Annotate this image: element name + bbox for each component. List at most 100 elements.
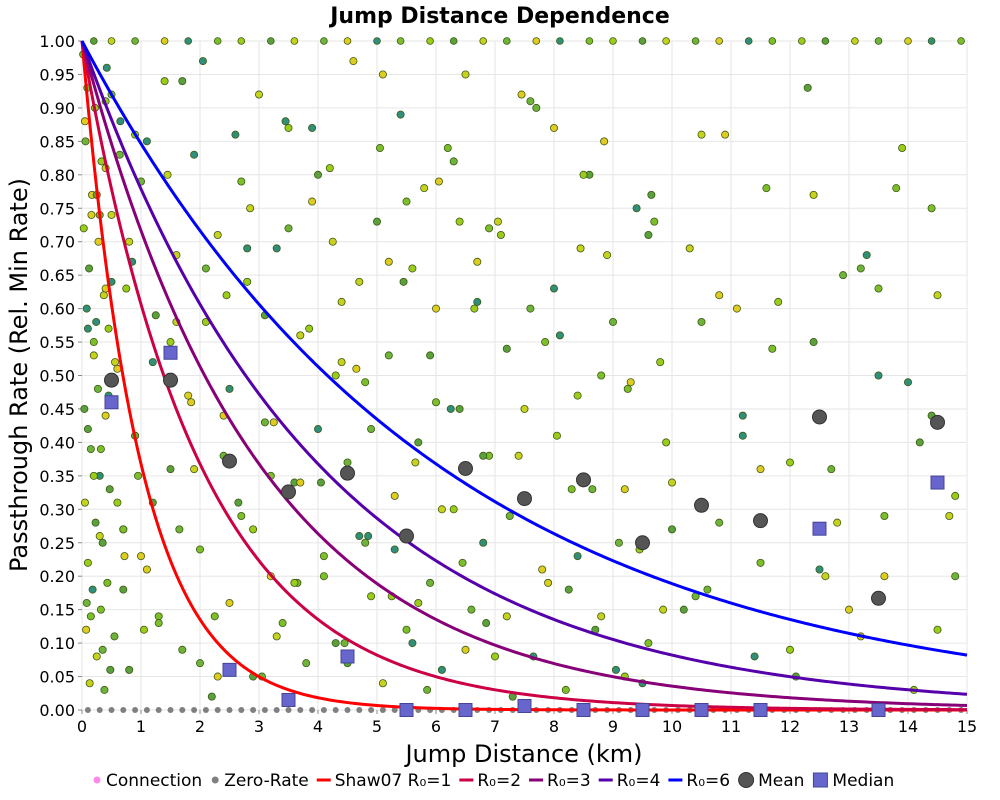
connection-point xyxy=(87,210,96,219)
mean-point xyxy=(753,513,768,529)
median-point xyxy=(812,521,827,536)
connection-point xyxy=(756,465,765,474)
zero-rate-point xyxy=(132,707,139,713)
connection-point xyxy=(284,123,293,132)
connection-point xyxy=(623,384,632,393)
connection-point xyxy=(505,511,514,520)
connection-point xyxy=(402,197,411,206)
connection-point xyxy=(431,304,440,313)
connection-point xyxy=(325,164,334,173)
connection-point xyxy=(541,338,550,347)
connection-point xyxy=(904,378,913,387)
connection-point xyxy=(585,37,594,45)
connection-point xyxy=(313,170,322,179)
connection-point xyxy=(520,404,529,413)
connection-point xyxy=(110,632,119,641)
connection-point xyxy=(550,284,559,293)
connection-point xyxy=(609,317,618,326)
connection-point xyxy=(378,679,387,688)
x-tick-label: 7 xyxy=(490,717,500,736)
connection-point xyxy=(355,532,364,541)
connection-point xyxy=(195,545,204,554)
connection-point xyxy=(89,471,98,480)
zero-rate-point xyxy=(391,707,398,713)
legend-marker-median xyxy=(812,772,828,788)
connection-point xyxy=(361,378,370,387)
connection-point xyxy=(319,572,328,581)
curve-r-2 xyxy=(80,40,968,712)
y-axis: 0.00 0.05 0.10 0.15 0.20 0.25 0.30 0.35 0.40 0.45… xyxy=(39,32,82,720)
connection-point xyxy=(154,619,163,628)
zero-rate-point xyxy=(214,707,221,713)
median-point xyxy=(635,703,650,717)
connection-point xyxy=(95,532,104,541)
connection-point xyxy=(198,57,207,66)
curve-r-4 xyxy=(80,40,968,696)
connection-point xyxy=(809,338,818,347)
connection-point xyxy=(85,679,94,688)
median-point xyxy=(163,345,178,360)
connection-point xyxy=(373,37,381,45)
y-tick-label: 0.70 xyxy=(39,233,75,252)
mean-point xyxy=(694,497,709,513)
connection-point xyxy=(927,204,936,213)
connection-point xyxy=(316,478,325,487)
mean-point xyxy=(576,472,591,488)
y-tick-label: 0.20 xyxy=(39,567,75,586)
connection-point xyxy=(364,532,373,541)
connection-point xyxy=(290,578,299,587)
connection-point xyxy=(98,645,107,654)
connection-point xyxy=(493,217,502,226)
y-tick-label: 0.65 xyxy=(39,266,75,285)
connection-points xyxy=(79,37,965,701)
median-point xyxy=(871,703,886,717)
connection-point xyxy=(305,324,314,333)
connection-point xyxy=(166,338,175,347)
connection-point xyxy=(721,130,730,139)
connection-point xyxy=(626,378,635,387)
connection-point xyxy=(111,358,120,367)
connection-point xyxy=(234,498,243,507)
connection-point xyxy=(328,237,337,246)
connection-point xyxy=(957,37,965,45)
connection-point xyxy=(89,338,98,347)
connection-point xyxy=(915,438,924,447)
connection-point xyxy=(797,37,806,45)
connection-point xyxy=(514,451,523,460)
connection-point xyxy=(414,598,423,607)
connection-point xyxy=(184,391,193,400)
y-tick-label: 0.25 xyxy=(39,534,75,553)
connection-point xyxy=(732,304,741,313)
connection-point xyxy=(470,304,479,313)
median-point xyxy=(930,475,945,490)
connection-point xyxy=(225,598,234,607)
curve-r-6 xyxy=(80,40,968,657)
median-markers xyxy=(104,345,945,717)
median-point xyxy=(104,395,119,410)
connection-point xyxy=(104,324,113,333)
connection-point xyxy=(691,37,700,45)
connection-point xyxy=(479,538,488,547)
connection-point xyxy=(134,471,143,480)
connection-point xyxy=(260,418,269,427)
connection-point xyxy=(96,605,105,614)
connection-point xyxy=(821,572,830,581)
connection-point xyxy=(148,358,157,367)
connection-point xyxy=(340,639,349,648)
connection-point xyxy=(92,652,101,661)
connection-point xyxy=(296,331,305,340)
connection-point xyxy=(556,37,564,45)
connection-point xyxy=(384,257,393,266)
connection-point xyxy=(88,585,97,594)
zero-rate-point xyxy=(191,707,198,713)
connection-point xyxy=(94,237,103,246)
connection-point xyxy=(396,110,405,119)
zero-rate-point xyxy=(261,707,268,713)
median-point xyxy=(399,703,414,717)
connection-point xyxy=(343,37,352,45)
mean-point xyxy=(281,484,296,500)
y-tick-label: 0.40 xyxy=(39,433,75,452)
connection-point xyxy=(408,639,417,648)
connection-point xyxy=(225,384,234,393)
curve-r-3 xyxy=(80,40,968,707)
